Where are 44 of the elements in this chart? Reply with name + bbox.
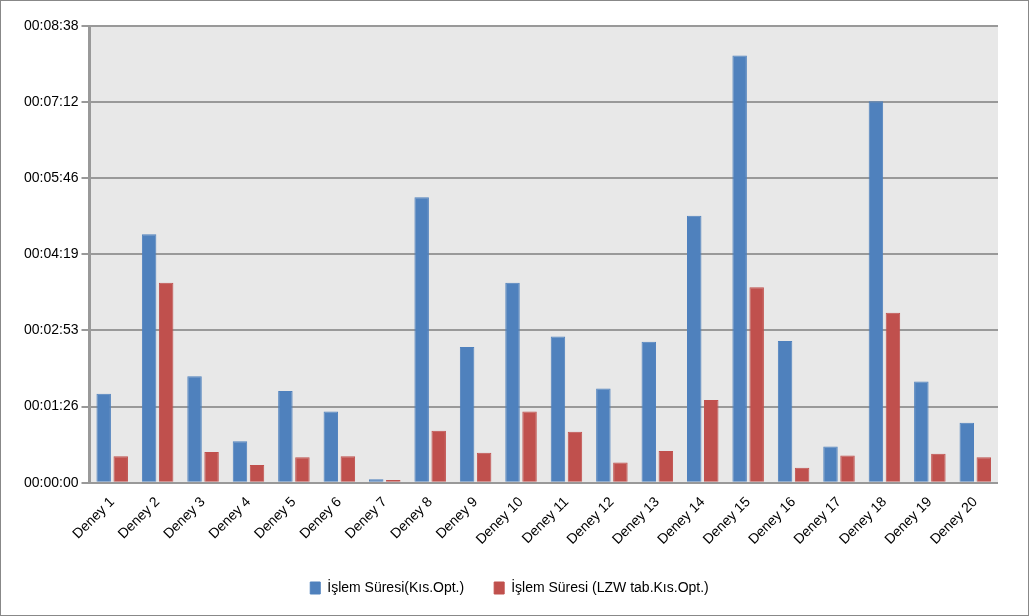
bar xyxy=(158,282,174,482)
bar xyxy=(550,336,566,482)
bar xyxy=(113,456,128,482)
y-tick-label: 00:00:00 xyxy=(24,473,79,490)
bar xyxy=(204,451,219,482)
bar xyxy=(505,282,520,482)
bar xyxy=(976,457,992,482)
legend-label: İşlem Süresi(Kıs.Opt.) xyxy=(327,577,465,595)
bar xyxy=(868,101,884,482)
bar xyxy=(658,451,674,482)
bar xyxy=(686,215,702,482)
bar xyxy=(641,341,657,482)
bar xyxy=(187,376,202,482)
bar xyxy=(459,347,475,482)
y-tick-label: 00:01:26 xyxy=(24,397,79,414)
bar xyxy=(749,287,764,482)
y-tick-label: 00:08:38 xyxy=(24,16,79,33)
y-tick-label: 00:02:53 xyxy=(24,321,79,338)
bar xyxy=(295,457,310,482)
bar xyxy=(522,411,537,482)
bar xyxy=(914,381,929,482)
bar xyxy=(340,456,356,482)
bar xyxy=(323,411,339,482)
bar xyxy=(885,312,901,482)
bar xyxy=(278,391,293,482)
bar xyxy=(704,399,719,482)
bar xyxy=(596,388,611,482)
bar xyxy=(431,430,446,482)
bar xyxy=(96,393,111,482)
y-tick-label: 00:04:19 xyxy=(24,245,79,262)
bar xyxy=(476,452,492,482)
bar xyxy=(414,197,429,482)
bar xyxy=(931,453,946,482)
bar xyxy=(141,234,157,482)
y-tick-label: 00:05:46 xyxy=(24,169,79,186)
bar xyxy=(777,340,793,482)
bar xyxy=(732,55,747,482)
y-tick-label: 00:07:12 xyxy=(24,92,79,109)
bar xyxy=(567,431,583,482)
bar xyxy=(840,455,855,482)
bar xyxy=(959,422,975,482)
legend-label: İşlem Süresi (LZW tab.Kıs.Opt.) xyxy=(511,577,709,595)
bar xyxy=(232,441,248,482)
bar xyxy=(823,446,838,482)
